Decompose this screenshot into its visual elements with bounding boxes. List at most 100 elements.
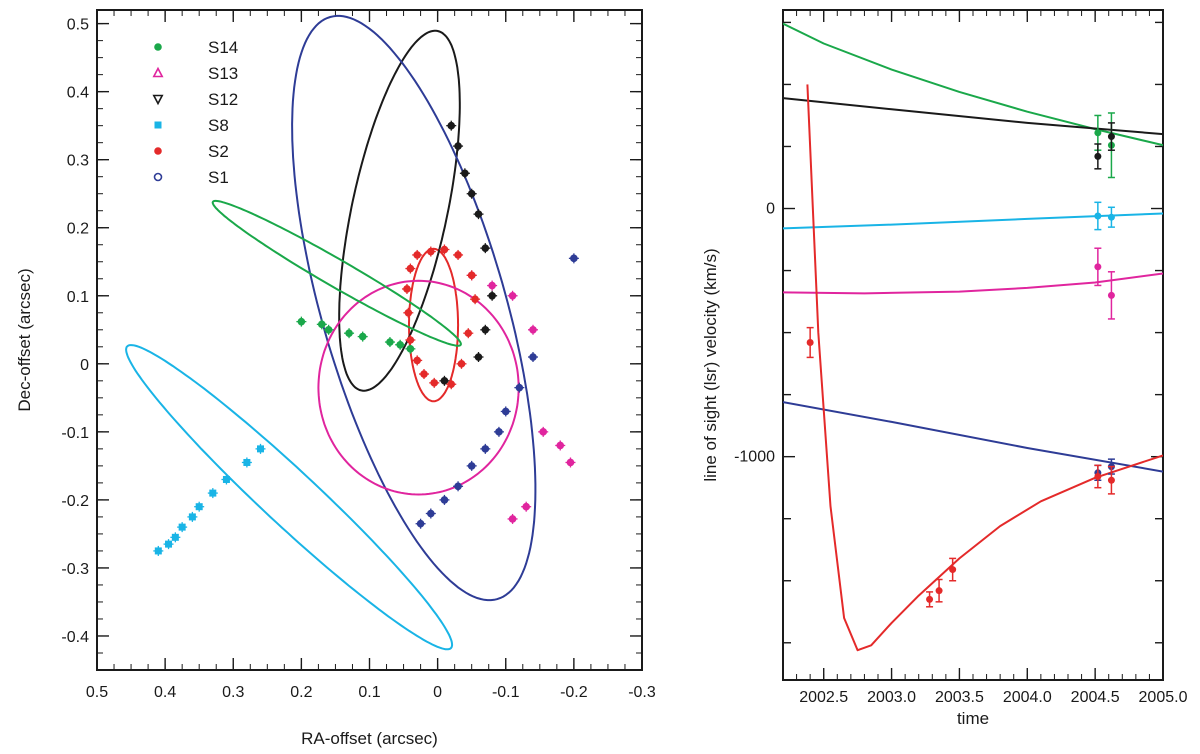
velocity-point-s2 [949, 566, 957, 574]
orbit-s1 [291, 14, 537, 602]
orbit-point-s1 [440, 496, 449, 504]
orbit-x-tick-label: -0.3 [628, 684, 656, 701]
legend-label-s14: S14 [208, 38, 238, 57]
orbit-point-s8 [178, 523, 186, 531]
orbit-point-s14 [345, 329, 353, 337]
orbit-point-s2 [427, 247, 435, 256]
orbit-chart: 0.5 0.4 0.3 0.2 0.1 0 -0.1 -0.2 -0.3 0.5 0.4 0.3 0.2… [15, 9, 656, 748]
velocity-point-s2 [1107, 476, 1115, 484]
orbit-point-s12 [481, 325, 490, 334]
orbit-point-s12 [481, 244, 490, 252]
orbit-point-s8 [257, 445, 264, 453]
orbit-s14 [211, 199, 462, 347]
velocity-x-axis-label: time [957, 709, 989, 728]
velocity-curve-s12 [783, 97, 1163, 136]
orbit-point-s2 [447, 380, 456, 389]
velocity-point-s2 [1094, 473, 1102, 481]
orbit-point-s13 [529, 325, 537, 334]
orbit-point-s1 [454, 482, 462, 491]
legend-label-s8: S8 [208, 116, 229, 135]
orbit-y-axis-label: Dec-offset (arcsec) [15, 268, 34, 411]
orbit-point-s14 [386, 338, 394, 346]
orbit-point-s1 [501, 407, 510, 416]
orbit-point-s13 [522, 502, 530, 511]
orbit-point-s1 [481, 445, 490, 453]
orbit-x-axis-label: RA-offset (arcsec) [301, 729, 438, 748]
orbit-y-tick-label: 0.2 [67, 221, 89, 238]
orbit-point-s13 [488, 281, 496, 290]
orbit-point-s12 [474, 210, 483, 218]
orbit-point-s13 [556, 441, 565, 450]
velocity-x-tick-label: 2003.0 [867, 689, 916, 706]
orbit-point-s1 [529, 353, 537, 361]
orbit-point-s14 [406, 345, 415, 353]
orbit-y-tick-label: 0.3 [67, 153, 89, 170]
orbit-point-s1 [515, 383, 524, 392]
orbit-point-s13 [508, 515, 517, 523]
legend-label-s2: S2 [208, 142, 229, 161]
orbit-y-tick-label: 0.1 [67, 289, 89, 306]
orbit-x-tick-label: -0.2 [560, 684, 588, 701]
velocity-y-axis-label: line of sight (lsr) velocity (km/s) [701, 248, 720, 481]
velocity-y-tick-label: 0 [766, 201, 775, 218]
orbit-point-s14 [297, 317, 306, 326]
orbit-y-tick-label: -0.3 [61, 561, 89, 578]
orbit-plot-frame [96, 9, 643, 671]
velocity-curves [783, 22, 1163, 652]
orbit-point-s13 [566, 458, 575, 467]
legend-marker-s12 [152, 94, 164, 106]
velocity-curve-s14 [783, 22, 1163, 147]
velocity-point-s12 [1094, 152, 1102, 160]
orbit-point-s2 [457, 360, 466, 368]
orbit-point-s2 [471, 295, 479, 303]
orbit-y-tick-label: -0.2 [61, 493, 89, 510]
velocity-point-s14 [1094, 129, 1102, 137]
velocity-curve-s8 [783, 212, 1163, 230]
legend-marker-s1 [153, 172, 163, 182]
orbit-s12 [338, 29, 461, 392]
orbit-point-s12 [474, 353, 483, 361]
orbit-point-s2 [406, 336, 415, 344]
orbit-point-s12 [454, 142, 462, 150]
orbit-y-tick-label: 0.4 [67, 85, 89, 102]
orbit-point-s8 [209, 489, 217, 497]
orbit-point-s2 [420, 370, 428, 378]
orbit-point-s2 [413, 356, 421, 365]
orbit-point-s2 [440, 245, 449, 254]
orbit-s2 [408, 247, 460, 403]
orbit-point-s1 [495, 428, 503, 436]
orbit-point-s8 [195, 503, 203, 511]
legend-marker-s2 [154, 147, 162, 155]
velocity-x-tick-label: 2003.5 [935, 689, 984, 706]
orbit-x-tick-label: 0.4 [154, 684, 176, 701]
orbit-point-s8 [154, 547, 162, 555]
orbit-legend: S14 S13 S12 S8 S2 S1 [152, 38, 238, 187]
velocity-point-s13 [1094, 263, 1102, 271]
orbit-x-tick-label: -0.1 [492, 684, 520, 701]
legend-label-s12: S12 [208, 90, 238, 109]
velocity-point-s12 [1107, 133, 1115, 141]
velocity-curve-s2 [806, 84, 1163, 652]
orbit-point-s1 [416, 519, 425, 528]
orbit-point-s2 [406, 264, 415, 273]
orbit-y-tick-label: -0.4 [61, 629, 89, 646]
orbit-point-s12 [488, 291, 496, 300]
orbit-point-s1 [570, 254, 578, 263]
velocity-point-s13 [1107, 291, 1115, 299]
legend-label-s13: S13 [208, 64, 238, 83]
velocity-measurements [806, 112, 1115, 608]
orbit-x-tick-label: 0.3 [222, 684, 244, 701]
orbit-point-s2 [464, 329, 473, 337]
orbit-point-s12 [461, 169, 469, 178]
orbit-point-s2 [404, 308, 413, 317]
orbit-s8 [125, 344, 454, 651]
orbit-y-tick-label: -0.1 [61, 425, 89, 442]
orbit-data-points [153, 120, 579, 556]
orbit-point-s2 [467, 271, 476, 280]
velocity-point-s2 [935, 587, 943, 595]
orbit-point-s2 [430, 379, 439, 387]
orbit-axis-ticks: 0.5 0.4 0.3 0.2 0.1 0 -0.1 -0.2 -0.3 0.5 0.4 0.3 0.2… [61, 10, 656, 701]
orbit-point-s14 [324, 325, 333, 334]
velocity-point-s2 [926, 595, 934, 603]
